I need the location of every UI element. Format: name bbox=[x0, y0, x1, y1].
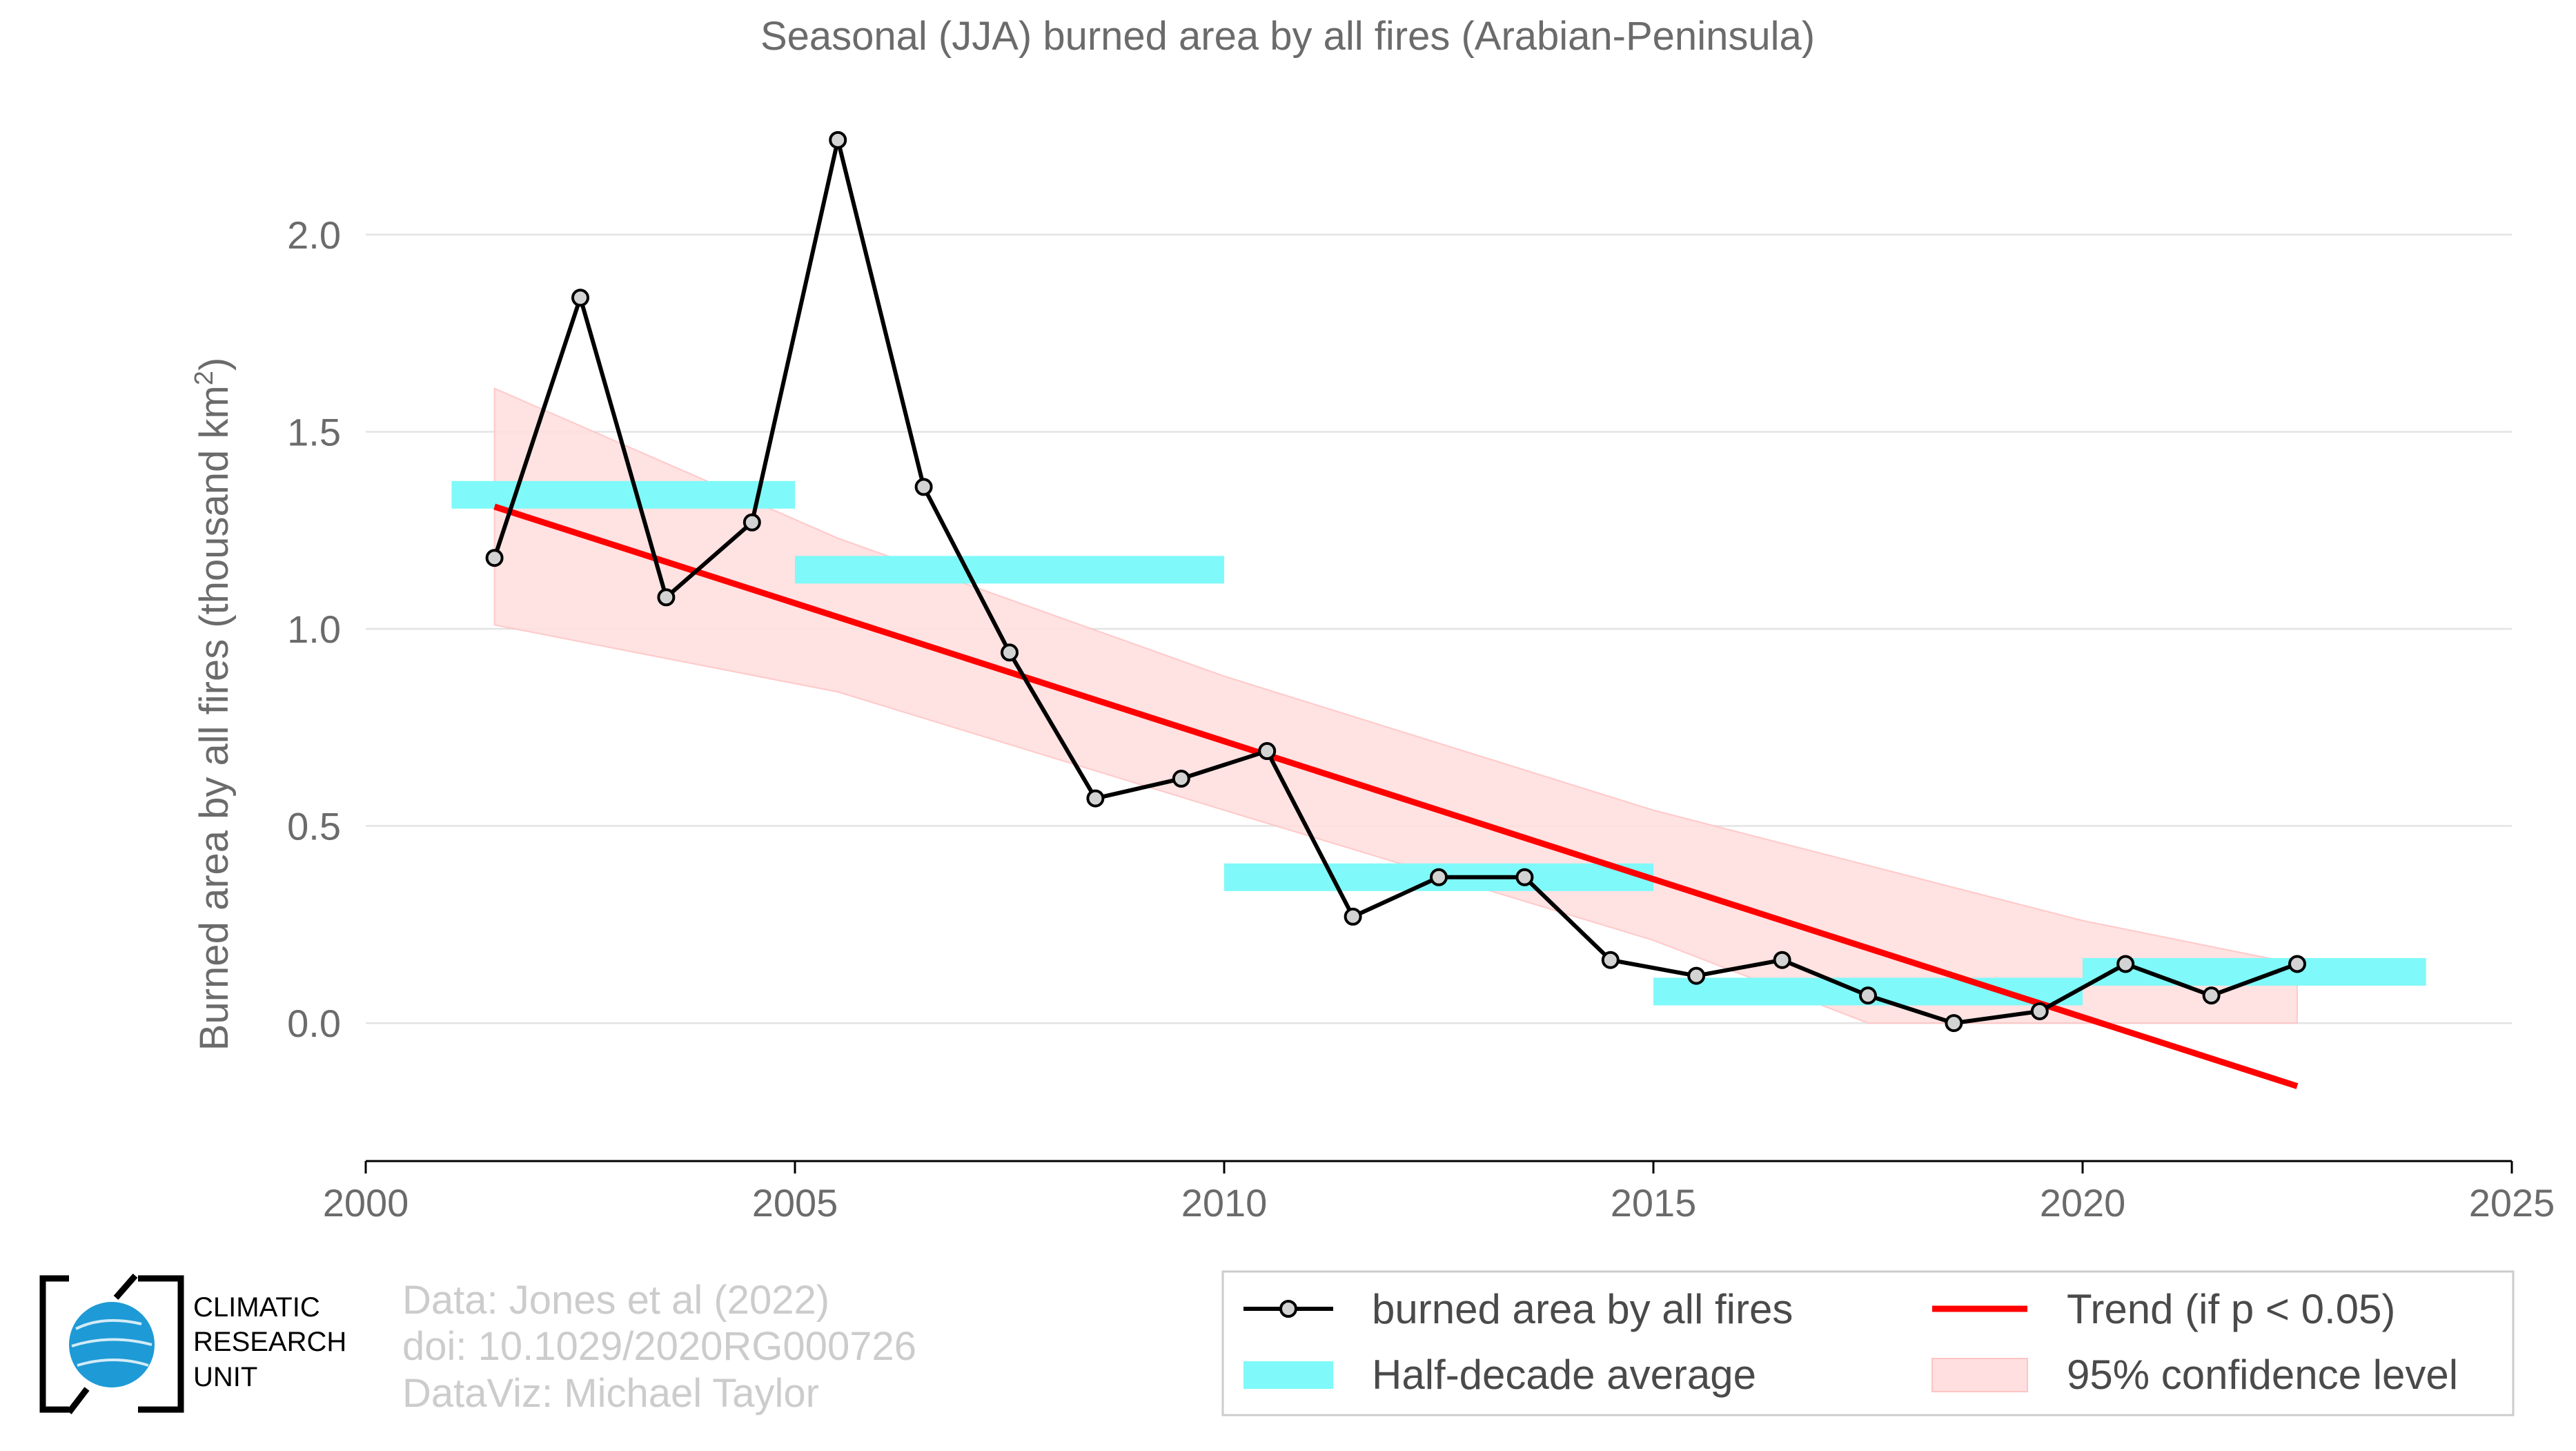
series-point bbox=[829, 130, 847, 149]
legend-label-confidence: 95% confidence level bbox=[2067, 1352, 2458, 1398]
series-point bbox=[1344, 907, 1362, 926]
series-point bbox=[571, 289, 589, 307]
x-tick-label: 2020 bbox=[2040, 1181, 2126, 1225]
series-point bbox=[2288, 955, 2306, 973]
series-point bbox=[1773, 951, 1791, 969]
series-point bbox=[1086, 789, 1105, 808]
y-tick-label: 1.5 bbox=[287, 410, 341, 454]
y-axis-label-main: Burned area by all fires (thousand km bbox=[192, 385, 237, 1051]
series-point bbox=[914, 478, 933, 496]
series-point bbox=[1001, 643, 1019, 662]
x-tick-label: 2010 bbox=[1181, 1181, 1268, 1225]
chart-title: Seasonal (JJA) burned area by all fires … bbox=[760, 14, 1815, 59]
half-decade-average-bar bbox=[451, 480, 795, 509]
half-decade-average-bar bbox=[795, 556, 1224, 584]
credit-dataviz: DataViz: Michael Taylor bbox=[402, 1371, 819, 1416]
credit-doi: doi: 10.1029/2020RG000726 bbox=[402, 1324, 916, 1369]
confidence-band-layer bbox=[493, 387, 2298, 1024]
series-point bbox=[1258, 742, 1277, 761]
credit-data: Data: Jones et al (2022) bbox=[402, 1278, 829, 1323]
trend-line bbox=[493, 503, 2299, 1089]
legend-swatch-half-decade bbox=[1243, 1361, 1333, 1389]
series-point bbox=[1515, 868, 1534, 886]
logo-slash-top bbox=[113, 1274, 138, 1300]
series-point bbox=[1945, 1014, 1963, 1033]
series-line bbox=[492, 137, 2299, 1026]
legend-swatch-confidence bbox=[1931, 1358, 2028, 1392]
series-layer bbox=[485, 130, 2306, 1033]
series-point bbox=[2030, 1002, 2049, 1020]
y-axis-label: Burned area by all fires (thousand km2) bbox=[190, 358, 237, 1051]
legend: burned area by all fires Half-decade ave… bbox=[1221, 1270, 2515, 1416]
x-tick-label: 2025 bbox=[2469, 1181, 2555, 1225]
series-point bbox=[485, 549, 504, 567]
y-tick-label: 2.0 bbox=[287, 213, 341, 257]
x-tick-label: 2000 bbox=[323, 1181, 409, 1225]
logo-bracket-right bbox=[138, 1275, 184, 1413]
cru-logo: CLIMATIC RESEARCH UNIT bbox=[39, 1274, 346, 1414]
y-axis-label-superscript: 2 bbox=[190, 371, 219, 385]
series-point bbox=[1172, 770, 1190, 788]
y-tick-label: 0.0 bbox=[287, 1002, 341, 1045]
logo-bracket-left bbox=[39, 1275, 69, 1413]
series-point bbox=[1859, 986, 1877, 1005]
series-point bbox=[657, 588, 676, 607]
x-tick-label: 2005 bbox=[752, 1181, 838, 1225]
legend-box bbox=[1221, 1270, 2515, 1416]
logo-text-line1: CLIMATIC bbox=[193, 1292, 320, 1323]
y-axis-ticks: 0.0 0.5 1.0 1.5 2.0 bbox=[287, 213, 341, 1045]
series-point bbox=[743, 513, 761, 532]
logo-slash-bottom bbox=[66, 1387, 90, 1414]
logo-text-line3: UNIT bbox=[193, 1362, 257, 1392]
series-point bbox=[2116, 955, 2135, 973]
globe-lines bbox=[71, 1318, 153, 1367]
y-tick-label: 1.0 bbox=[287, 607, 341, 651]
logo-text-line2: RESEARCH bbox=[193, 1327, 346, 1357]
series-point bbox=[1687, 966, 1706, 985]
x-tick-label: 2015 bbox=[1611, 1181, 1697, 1225]
x-axis-ticks: 2000 2005 2010 2015 2020 2025 bbox=[323, 1161, 2555, 1225]
series-point bbox=[1601, 951, 1620, 969]
confidence-band bbox=[493, 387, 2298, 1024]
trend-layer bbox=[493, 503, 2299, 1089]
y-tick-label: 0.5 bbox=[287, 805, 341, 848]
legend-swatch-series-marker bbox=[1279, 1300, 1297, 1318]
y-axis-label-end: ) bbox=[192, 358, 237, 371]
legend-label-series: burned area by all fires bbox=[1372, 1286, 1793, 1332]
legend-label-trend: Trend (if p < 0.05) bbox=[2067, 1286, 2395, 1332]
series-point bbox=[2202, 986, 2221, 1005]
legend-label-half-decade: Half-decade average bbox=[1372, 1352, 1756, 1398]
series-point bbox=[1430, 868, 1448, 886]
globe-icon bbox=[69, 1302, 155, 1387]
